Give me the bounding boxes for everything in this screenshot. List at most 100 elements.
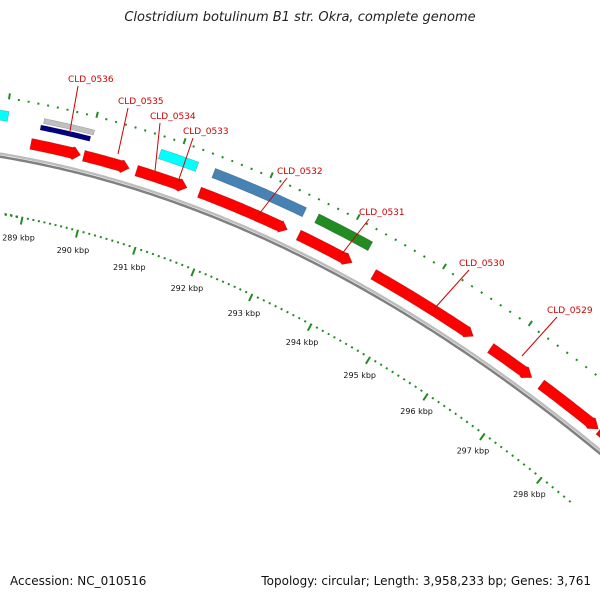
minor-tick: [499, 303, 503, 307]
minor-tick: [279, 180, 282, 183]
minor-tick: [250, 167, 253, 171]
scale-minor-tick: [442, 404, 446, 408]
cds-arrow: [81, 150, 130, 173]
gene-label-leader: [154, 122, 161, 172]
scale-minor-tick: [338, 339, 342, 343]
navy-feature-block: [39, 124, 92, 142]
scale-minor-tick: [227, 282, 231, 286]
scale-minor-tick: [93, 234, 97, 237]
scale-minor-tick: [528, 467, 532, 471]
scale-minor-tick: [88, 232, 91, 236]
scale-minor-tick: [494, 441, 497, 445]
scale-minor-tick: [488, 437, 492, 440]
scale-minor-tick: [315, 326, 319, 329]
scale-minor-tick: [465, 420, 469, 424]
minor-tick: [403, 243, 407, 247]
cyan-feature-block: [0, 109, 10, 122]
scale-label: 297 kbp: [457, 447, 490, 456]
scale-minor-tick: [534, 472, 537, 475]
scale-minor-tick: [43, 221, 46, 224]
minor-tick: [134, 126, 137, 129]
minor-tick: [489, 297, 493, 301]
cds-arrow: [486, 343, 533, 379]
minor-tick: [413, 249, 417, 253]
scale-minor-tick: [221, 280, 225, 284]
minor-tick: [508, 310, 512, 314]
minor-tick: [76, 110, 79, 114]
scale-minor-tick: [327, 332, 330, 336]
green-feature-block: [314, 213, 374, 252]
accession-label: Accession: NC_010516: [10, 574, 147, 588]
gene-label-leader: [433, 269, 470, 310]
scale-minor-tick: [556, 490, 560, 494]
scale-minor-tick: [198, 270, 202, 274]
genome-summary-label: Topology: circular; Length: 3,958,233 bp…: [261, 574, 591, 588]
scale-minor-tick: [297, 316, 301, 320]
minor-tick: [240, 163, 244, 167]
scale-major-tick: [19, 216, 24, 225]
minor-tick: [163, 135, 166, 138]
minor-tick: [298, 188, 302, 192]
feature-track: [0, 109, 600, 438]
scale-minor-tick: [437, 400, 440, 404]
minor-tick: [480, 291, 484, 294]
scale-minor-tick: [385, 366, 389, 370]
gene-label: CLD_0532: [277, 167, 323, 177]
scale-minor-tick: [431, 396, 435, 400]
minor-tick: [422, 255, 426, 258]
minor-tick: [565, 351, 569, 355]
scale-minor-tick: [145, 250, 149, 254]
minor-tick: [346, 212, 350, 216]
gene-label: CLD_0531: [359, 208, 405, 218]
minor-tick: [594, 373, 598, 376]
gene-label-track: CLD_0536 CLD_0535 CLD_0534 CLD_0533 CLD_0532…: [68, 75, 593, 357]
minor-tick: [327, 202, 330, 206]
scale-major-tick: [132, 246, 137, 255]
scale-label-track: 289 kbp 290 kbp 291 kbp 292 kbp 293 kbp 294 k…: [2, 233, 546, 499]
minor-tick: [432, 260, 436, 264]
scale-minor-tick: [420, 389, 423, 392]
minor-tick: [451, 272, 455, 276]
scale-minor-tick: [373, 359, 377, 363]
scale-minor-tick: [105, 237, 108, 241]
minor-tick: [584, 365, 588, 369]
cds-arrow: [295, 229, 353, 265]
scale-minor-tick: [128, 244, 131, 248]
scale-minor-tick: [268, 301, 272, 305]
minor-tick: [394, 238, 398, 242]
scale-minor-tick: [516, 458, 520, 462]
minor-tick: [336, 207, 340, 211]
gene-label-leader: [521, 316, 558, 357]
minor-tick: [365, 222, 369, 226]
scale-minor-tick: [151, 252, 155, 256]
scale-minor-tick: [54, 223, 57, 227]
minor-tick: [384, 233, 388, 236]
minor-tick: [308, 193, 311, 197]
scale-minor-tick: [180, 263, 184, 267]
scale-minor-tick: [71, 228, 74, 231]
minor-tick: [575, 358, 579, 362]
scale-major-tick: [536, 476, 543, 485]
scale-label: 295 kbp: [343, 371, 376, 380]
scale-minor-tick: [163, 256, 166, 260]
scale-minor-tick: [476, 428, 480, 432]
scale-major-tick: [479, 432, 486, 441]
scale-minor-tick: [562, 495, 566, 498]
major-tick: [95, 111, 99, 118]
scale-minor-tick: [274, 304, 277, 308]
gene-label-leader: [255, 177, 288, 219]
cds-arrow: [197, 186, 288, 233]
scale-minor-tick: [414, 385, 418, 389]
minor-tick: [461, 278, 464, 282]
backbone-track: [0, 152, 600, 456]
scale-minor-tick: [256, 296, 260, 299]
scale-minor-tick: [244, 290, 248, 294]
scale-minor-tick: [59, 225, 63, 228]
scale-label: 293 kbp: [228, 309, 261, 318]
scale-minor-tick: [362, 352, 366, 356]
scale-minor-tick: [215, 277, 219, 281]
scale-minor-tick: [545, 481, 549, 485]
scale-label: 291 kbp: [113, 263, 146, 272]
outer-tick-track: [8, 93, 598, 376]
